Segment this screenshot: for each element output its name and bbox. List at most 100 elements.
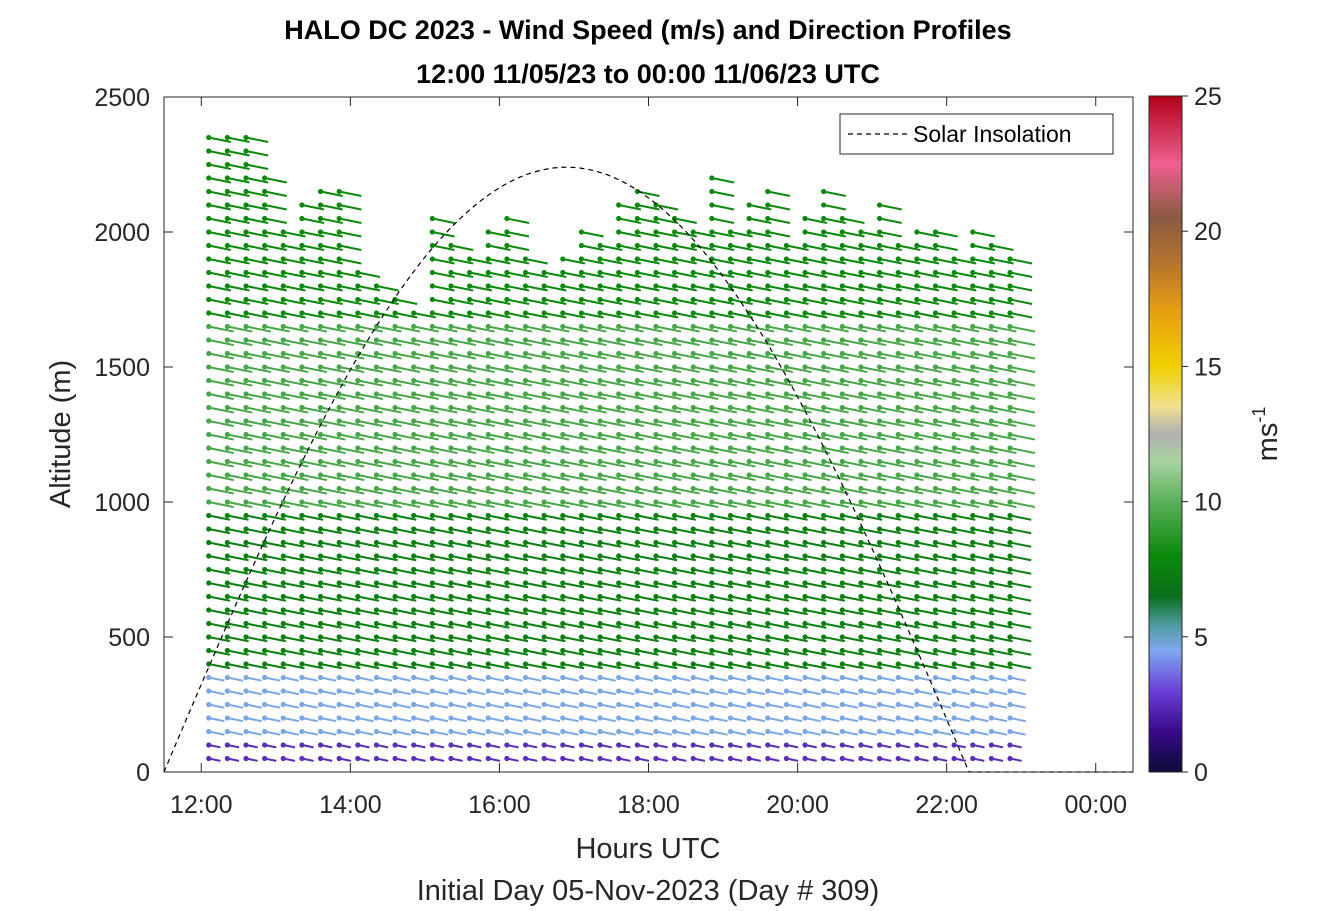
wind-barb [842, 622, 864, 629]
wind-barb-dot [895, 755, 901, 762]
wind-barb-dot [690, 634, 696, 640]
wind-barb [432, 352, 458, 360]
wind-barb-dot [317, 553, 324, 559]
wind-barb-dot [653, 310, 659, 316]
wind-barb-dot [671, 337, 678, 343]
wind-barb [208, 595, 231, 602]
wind-barb [767, 433, 793, 441]
wind-barb-dot [206, 539, 212, 546]
wind-barb [357, 541, 380, 548]
wind-barb-dot [709, 296, 715, 303]
wind-barb-dot [802, 499, 808, 505]
wind-barb-dot [783, 485, 789, 492]
wind-barb-dot [355, 526, 361, 532]
wind-barb [655, 703, 672, 709]
wind-barb [693, 352, 719, 360]
wind-barb [469, 271, 492, 278]
wind-barb [469, 379, 495, 387]
wind-barb [674, 555, 697, 562]
wind-barb-dot [783, 242, 789, 249]
wind-barb [208, 433, 234, 441]
wind-barb-dot [970, 634, 976, 640]
wind-barb-dot [280, 634, 286, 640]
wind-barb [767, 271, 791, 278]
wind-barb-dot [485, 256, 491, 262]
wind-barb-dot [1007, 526, 1013, 532]
wind-barb-dot [206, 296, 212, 303]
wind-barb [581, 325, 607, 333]
wind-barb-dot [504, 296, 510, 303]
wind-barb [991, 717, 1008, 723]
wind-barb [618, 703, 635, 709]
wind-barb-dot [634, 688, 640, 694]
wind-barb-dot [634, 242, 640, 249]
wind-barb [432, 312, 455, 319]
wind-barb [748, 568, 771, 575]
wind-barb-dot [336, 431, 342, 438]
wind-barb-dot [429, 229, 435, 235]
wind-barb-dot [783, 364, 789, 370]
wind-barb [637, 582, 659, 589]
colorbar-tick-label: 5 [1194, 624, 1208, 652]
wind-barb-dot [392, 566, 398, 573]
wind-barb-dot [802, 688, 808, 694]
wind-barb [301, 568, 324, 575]
wind-barb-dot [429, 526, 435, 532]
wind-barb [730, 555, 752, 562]
wind-barb-dot [224, 350, 230, 357]
wind-barb [450, 501, 477, 509]
wind-barb-dot [616, 472, 622, 478]
wind-barb [469, 312, 492, 319]
wind-barb [1009, 352, 1036, 360]
wind-barb [338, 690, 356, 696]
wind-barb [227, 366, 253, 374]
wind-barb [618, 730, 635, 736]
wind-barb-dot [373, 364, 380, 370]
wind-barb-dot [895, 445, 901, 451]
wind-barb [599, 690, 616, 696]
wind-barb-dot [932, 445, 939, 451]
wind-barb-dot [336, 485, 342, 492]
wind-barb [898, 528, 920, 535]
wind-barb [264, 514, 287, 521]
wind-barb-dot [467, 418, 473, 424]
wind-barb-dot [243, 499, 249, 505]
wind-barb-dot [541, 728, 547, 735]
wind-barb-dot [746, 445, 752, 451]
wind-barb [786, 285, 809, 292]
wind-barb [338, 433, 365, 441]
wind-barb [767, 690, 784, 696]
wind-barb-dot [411, 377, 417, 384]
wind-barb-dot [448, 728, 454, 735]
wind-barb [916, 312, 940, 319]
wind-barb [357, 595, 380, 602]
wind-barb-dot [522, 458, 529, 465]
wind-barb [972, 487, 998, 495]
wind-barb [525, 406, 551, 414]
wind-barb-dot [895, 580, 901, 586]
wind-barb [376, 474, 402, 482]
wind-barb [394, 609, 417, 616]
wind-barb [227, 379, 253, 387]
wind-barb-dot [336, 229, 342, 235]
wind-barb [953, 568, 976, 575]
wind-barb-dot [411, 404, 417, 411]
wind-barb [655, 339, 682, 347]
wind-barb-dot [597, 512, 603, 519]
wind-barb-dot [224, 472, 230, 478]
wind-barb [301, 460, 328, 468]
wind-barb-dot [616, 566, 622, 573]
wind-barb-dot [895, 661, 901, 667]
wind-barb-dot [262, 566, 268, 573]
wind-barb [562, 406, 589, 414]
wind-barb [786, 258, 809, 265]
wind-barb-dot [1007, 404, 1013, 411]
wind-barb-dot [802, 391, 808, 397]
wind-barb-dot [932, 742, 939, 748]
wind-barb [227, 420, 253, 428]
wind-barb-dot [280, 499, 286, 505]
wind-barb [376, 595, 398, 602]
wind-barb [245, 514, 268, 521]
wind-barb-dot [597, 310, 603, 316]
